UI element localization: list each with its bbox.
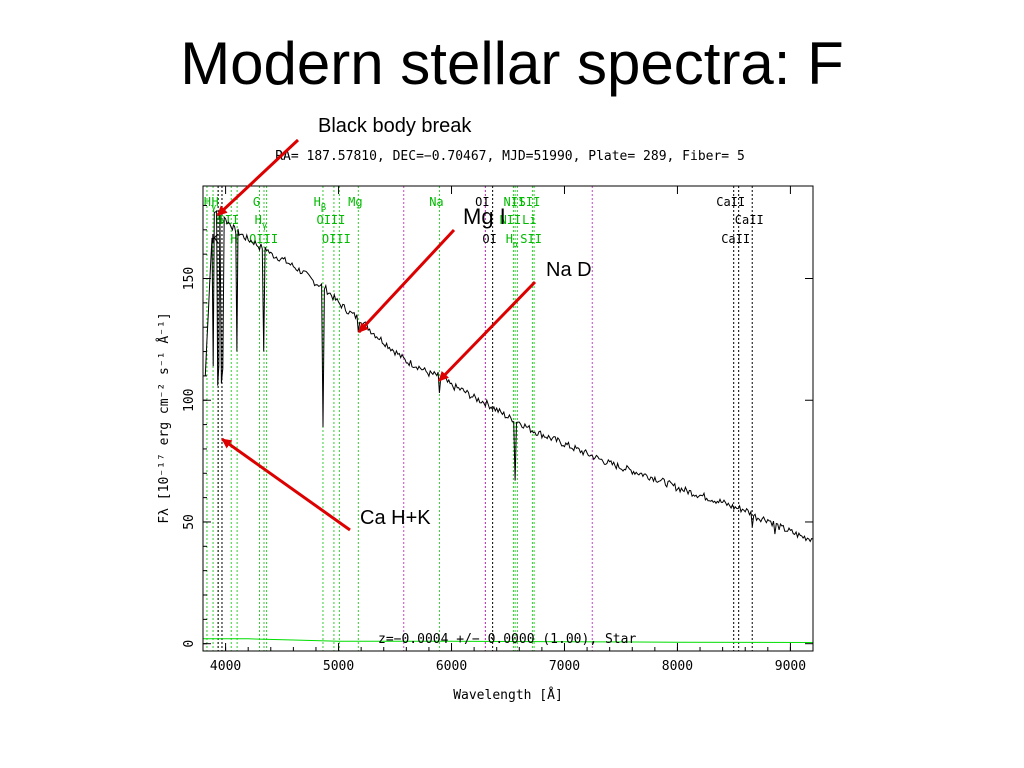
marker-label: Hγ	[255, 213, 268, 231]
slide-title: Modern stellar spectra: F	[180, 30, 844, 97]
x-tick-label: 7000	[549, 659, 580, 674]
marker-label: H	[215, 213, 222, 227]
marker-label: Na	[429, 195, 443, 209]
line-markers	[206, 186, 753, 651]
marker-label: OI	[475, 195, 489, 209]
annotation-arrow	[216, 138, 300, 217]
marker-label: OIII	[316, 213, 345, 227]
spectrum-line	[204, 209, 814, 543]
annotation-label: Na D	[546, 259, 592, 281]
plot-frame	[202, 185, 814, 652]
y-tick-label: 150	[182, 267, 197, 290]
x-tick-label: 9000	[775, 659, 806, 674]
annotation-arrow	[221, 437, 351, 532]
annotation-label: Mg I	[463, 204, 506, 229]
annotation-label: Ca H+K	[360, 507, 431, 529]
y-tick-label: 100	[182, 388, 197, 411]
annotation-label: Black body break	[318, 115, 472, 137]
marker-label: NII	[500, 213, 522, 227]
marker-label: CaII	[735, 213, 764, 227]
chart-title: RA= 187.57810, DEC=−0.70467, MJD=51990, …	[275, 149, 745, 164]
marker-label: NII	[504, 195, 526, 209]
x-axis-label: Wavelength [Å]	[453, 687, 563, 703]
marker-label: SII	[217, 213, 239, 227]
marker-label: Hβ	[314, 195, 327, 213]
marker-label: H	[212, 195, 219, 209]
marker-label: OIII	[249, 232, 278, 246]
marker-label: SII	[520, 232, 542, 246]
y-axis-label: Fλ [10⁻¹⁷ erg cm⁻² s⁻¹ Å⁻¹]	[156, 312, 172, 523]
marker-label: CaII	[716, 195, 745, 209]
marker-label: OI	[482, 232, 496, 246]
x-tick-label: 8000	[662, 659, 693, 674]
marker-label: G	[253, 195, 260, 209]
marker-label: Li	[522, 213, 536, 227]
x-tick-label: 5000	[323, 659, 354, 674]
marker-label: CaII	[721, 232, 750, 246]
y-tick-label: 0	[182, 640, 197, 648]
x-tick-label: 6000	[436, 659, 467, 674]
annotations: Black body break Mg I Na D Ca H+K	[216, 115, 592, 532]
y-tick-label: 50	[182, 514, 197, 530]
x-tick-label: 4000	[210, 659, 241, 674]
annotation-arrow	[438, 280, 537, 382]
marker-label: H	[230, 232, 237, 246]
marker-label: Mg	[348, 195, 362, 209]
annotation-arrow	[357, 228, 456, 334]
fit-text: z=−0.0004 +/− 0.0000 (1.00), Star	[378, 632, 636, 647]
marker-label: SII	[519, 195, 541, 209]
marker-label: OIII	[322, 232, 351, 246]
data-layer	[203, 209, 814, 643]
error-line	[203, 638, 814, 643]
axes: 4000 5000 6000 7000 8000 9000 0 50 100 150	[182, 186, 814, 674]
marker-label: K	[212, 232, 220, 246]
